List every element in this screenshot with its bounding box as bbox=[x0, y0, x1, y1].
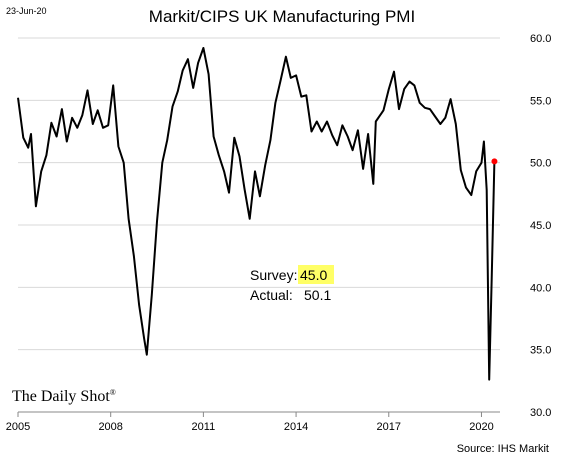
brand-logo: The Daily Shot® bbox=[12, 388, 116, 405]
survey-value: 45.0 bbox=[300, 267, 327, 283]
gridlines bbox=[18, 37, 500, 351]
chart-date: 23-Jun-20 bbox=[6, 6, 47, 16]
y-tick-label: 55.0 bbox=[530, 95, 551, 107]
x-tick-label: 2005 bbox=[6, 421, 30, 433]
y-tick-label: 40.0 bbox=[530, 282, 551, 294]
y-tick-label: 50.0 bbox=[530, 158, 551, 170]
actual-label: Actual: bbox=[250, 287, 293, 303]
survey-value-highlight bbox=[298, 265, 334, 284]
brand-name: The Daily Shot bbox=[12, 388, 110, 405]
x-tick-label: 2020 bbox=[469, 421, 493, 433]
x-tick-label: 2017 bbox=[377, 421, 401, 433]
actual-value: 50.1 bbox=[304, 287, 331, 303]
x-axis-ticks: 2005 2008 2011 2014 2017 2020 bbox=[6, 412, 494, 433]
y-axis-ticks: 30.0 35.0 40.0 45.0 50.0 55.0 60.0 bbox=[530, 33, 551, 419]
y-tick-label: 35.0 bbox=[530, 345, 551, 357]
latest-value-marker bbox=[491, 158, 498, 165]
x-tick-label: 2014 bbox=[284, 421, 308, 433]
y-tick-label: 30.0 bbox=[530, 407, 551, 419]
y-tick-label: 45.0 bbox=[530, 220, 551, 232]
brand-registered-mark: ® bbox=[110, 388, 116, 397]
x-tick-label: 2011 bbox=[192, 421, 216, 433]
y-tick-label: 60.0 bbox=[530, 33, 551, 45]
chart-title: Markit/CIPS UK Manufacturing PMI bbox=[149, 7, 415, 26]
source-note: Source: IHS Markit bbox=[457, 443, 549, 455]
x-tick-label: 2008 bbox=[98, 421, 122, 433]
survey-label: Survey: bbox=[250, 267, 297, 283]
survey-annotation: Survey: 45.0 Actual: 50.1 bbox=[250, 265, 334, 303]
pmi-series-line bbox=[17, 47, 496, 381]
